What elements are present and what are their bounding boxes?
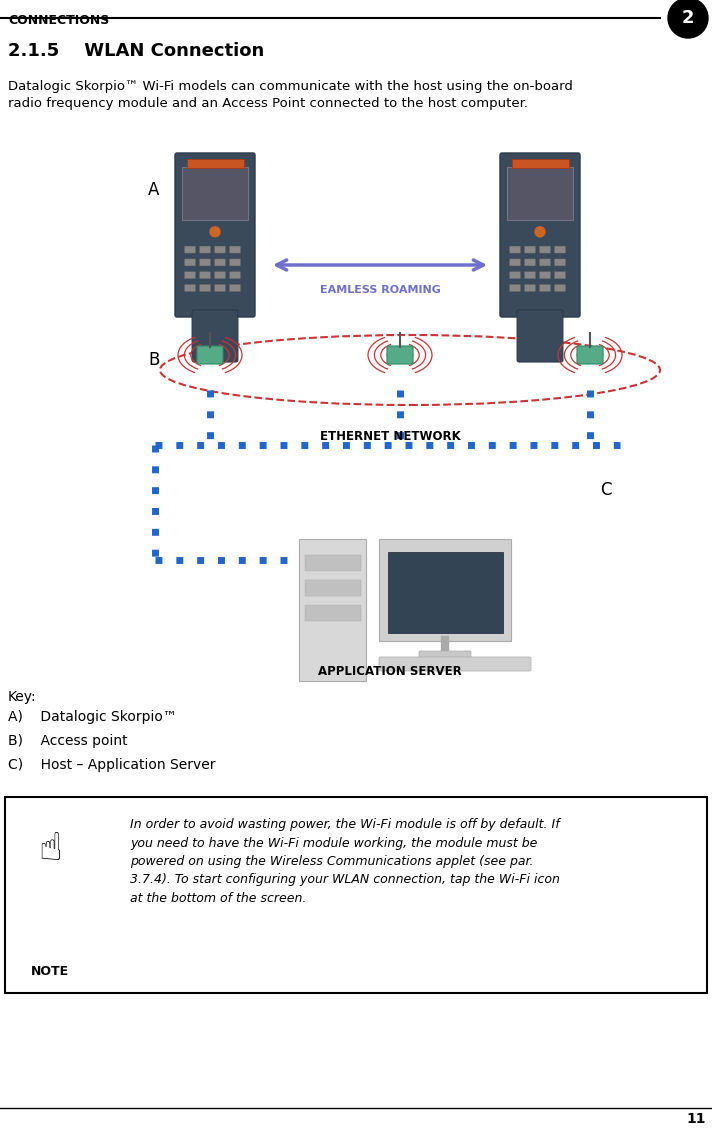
- FancyBboxPatch shape: [175, 153, 255, 317]
- FancyBboxPatch shape: [5, 797, 707, 993]
- FancyBboxPatch shape: [577, 346, 603, 364]
- FancyBboxPatch shape: [419, 651, 471, 659]
- FancyBboxPatch shape: [510, 259, 520, 266]
- Circle shape: [210, 227, 220, 236]
- FancyBboxPatch shape: [555, 247, 565, 253]
- FancyBboxPatch shape: [182, 166, 248, 221]
- Circle shape: [668, 0, 708, 38]
- FancyBboxPatch shape: [199, 285, 211, 292]
- FancyBboxPatch shape: [387, 346, 413, 364]
- FancyBboxPatch shape: [510, 285, 520, 292]
- FancyBboxPatch shape: [517, 310, 563, 362]
- FancyBboxPatch shape: [197, 346, 223, 364]
- Text: ☝: ☝: [38, 830, 62, 867]
- FancyBboxPatch shape: [305, 579, 360, 596]
- Text: Key:: Key:: [8, 690, 36, 703]
- FancyBboxPatch shape: [500, 153, 580, 317]
- FancyBboxPatch shape: [510, 247, 520, 253]
- FancyBboxPatch shape: [184, 285, 196, 292]
- Text: 2: 2: [682, 9, 694, 27]
- FancyBboxPatch shape: [199, 247, 211, 253]
- Text: B)    Access point: B) Access point: [8, 734, 127, 748]
- FancyBboxPatch shape: [199, 259, 211, 266]
- FancyBboxPatch shape: [229, 271, 241, 278]
- FancyBboxPatch shape: [525, 285, 535, 292]
- FancyBboxPatch shape: [540, 259, 550, 266]
- FancyBboxPatch shape: [525, 259, 535, 266]
- FancyBboxPatch shape: [214, 247, 226, 253]
- FancyBboxPatch shape: [184, 259, 196, 266]
- FancyBboxPatch shape: [214, 259, 226, 266]
- Text: APPLICATION SERVER: APPLICATION SERVER: [318, 665, 462, 677]
- Text: B: B: [148, 351, 159, 369]
- FancyBboxPatch shape: [525, 247, 535, 253]
- FancyBboxPatch shape: [305, 604, 360, 621]
- FancyBboxPatch shape: [555, 259, 565, 266]
- Text: EAMLESS ROAMING: EAMLESS ROAMING: [320, 285, 441, 295]
- FancyBboxPatch shape: [540, 247, 550, 253]
- FancyBboxPatch shape: [379, 657, 531, 671]
- Text: A: A: [148, 181, 159, 199]
- FancyBboxPatch shape: [199, 271, 211, 278]
- Text: 11: 11: [686, 1112, 706, 1126]
- FancyBboxPatch shape: [507, 166, 573, 221]
- FancyBboxPatch shape: [229, 285, 241, 292]
- FancyBboxPatch shape: [229, 247, 241, 253]
- FancyBboxPatch shape: [379, 539, 511, 641]
- FancyBboxPatch shape: [192, 310, 238, 362]
- FancyBboxPatch shape: [214, 271, 226, 278]
- Text: A)    Datalogic Skorpio™: A) Datalogic Skorpio™: [8, 710, 177, 724]
- FancyBboxPatch shape: [305, 554, 360, 570]
- FancyBboxPatch shape: [387, 552, 503, 632]
- Text: C)    Host – Application Server: C) Host – Application Server: [8, 758, 216, 772]
- FancyBboxPatch shape: [184, 247, 196, 253]
- FancyBboxPatch shape: [540, 271, 550, 278]
- FancyBboxPatch shape: [525, 271, 535, 278]
- Text: Datalogic Skorpio™ Wi-Fi models can communicate with the host using the on-board: Datalogic Skorpio™ Wi-Fi models can comm…: [8, 80, 573, 93]
- FancyBboxPatch shape: [214, 285, 226, 292]
- FancyBboxPatch shape: [184, 271, 196, 278]
- Text: ETHERNET NETWORK: ETHERNET NETWORK: [320, 430, 461, 443]
- FancyBboxPatch shape: [540, 285, 550, 292]
- FancyBboxPatch shape: [187, 158, 244, 167]
- FancyBboxPatch shape: [229, 259, 241, 266]
- Text: In order to avoid wasting power, the Wi-Fi module is off by default. If
you need: In order to avoid wasting power, the Wi-…: [130, 818, 560, 905]
- Text: 2.1.5    WLAN Connection: 2.1.5 WLAN Connection: [8, 42, 264, 60]
- Text: CONNECTIONS: CONNECTIONS: [8, 14, 109, 27]
- FancyBboxPatch shape: [299, 539, 366, 681]
- FancyBboxPatch shape: [510, 271, 520, 278]
- FancyBboxPatch shape: [555, 271, 565, 278]
- Text: C: C: [600, 481, 612, 499]
- Text: radio frequency module and an Access Point connected to the host computer.: radio frequency module and an Access Poi…: [8, 97, 528, 110]
- Text: NOTE: NOTE: [31, 965, 69, 978]
- Circle shape: [535, 227, 545, 236]
- FancyBboxPatch shape: [511, 158, 568, 167]
- FancyBboxPatch shape: [555, 285, 565, 292]
